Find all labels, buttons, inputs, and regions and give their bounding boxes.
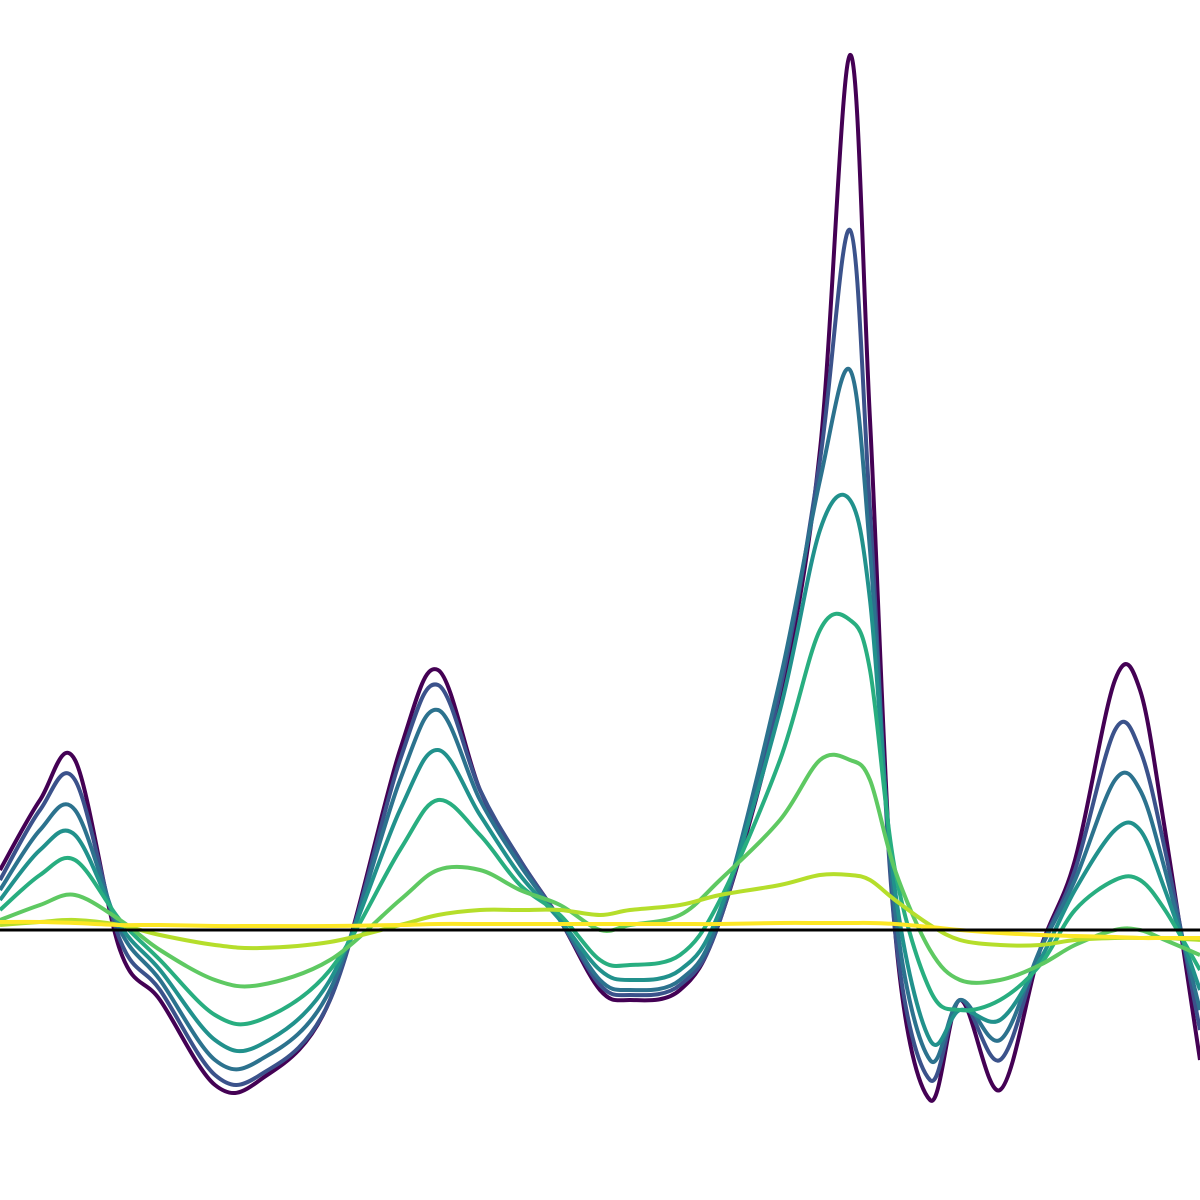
series-line bbox=[0, 919, 1200, 941]
series-line bbox=[0, 492, 1200, 1054]
series-line bbox=[0, 227, 1200, 1087]
series-line bbox=[0, 752, 1200, 989]
series-line bbox=[0, 872, 1200, 951]
